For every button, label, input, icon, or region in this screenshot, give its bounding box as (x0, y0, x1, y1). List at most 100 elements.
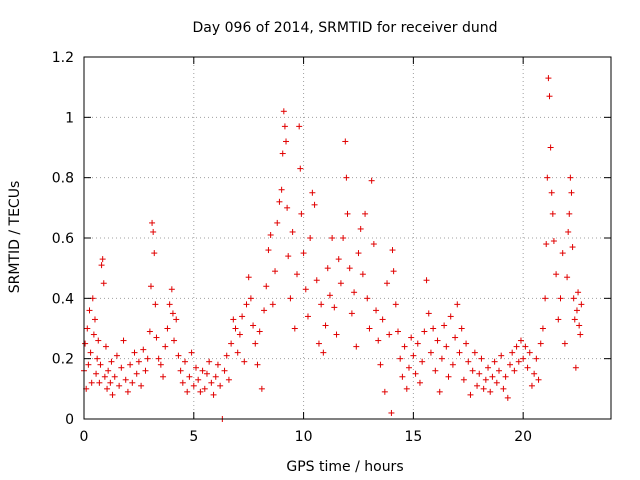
data-point (498, 352, 505, 359)
data-points (81, 75, 585, 422)
data-point (386, 331, 393, 338)
data-point (549, 210, 556, 217)
data-point (217, 382, 224, 389)
data-point (140, 346, 147, 353)
data-point (149, 219, 156, 226)
data-point (366, 325, 373, 332)
data-point (138, 382, 145, 389)
data-point (283, 138, 290, 145)
data-point (388, 409, 395, 416)
data-point (269, 301, 276, 308)
data-point (513, 343, 520, 350)
data-point (147, 283, 154, 290)
y-tick-label: 0.6 (52, 231, 74, 247)
data-point (445, 373, 452, 380)
data-point (84, 325, 91, 332)
data-point (285, 253, 292, 260)
data-point (96, 379, 103, 386)
data-point (573, 307, 580, 314)
data-point (405, 364, 412, 371)
data-point (571, 316, 578, 323)
data-point (416, 379, 423, 386)
data-point (460, 376, 467, 383)
data-point (135, 358, 142, 365)
data-point (225, 376, 232, 383)
data-point (142, 367, 149, 374)
data-point (173, 316, 180, 323)
y-tick-label: 0.4 (52, 291, 74, 307)
data-point (177, 367, 184, 374)
data-point (274, 219, 281, 226)
data-point (280, 108, 287, 115)
data-point (129, 379, 136, 386)
data-point (517, 337, 524, 344)
data-point (108, 358, 115, 365)
data-point (206, 358, 213, 365)
data-point (342, 138, 349, 145)
data-point (348, 310, 355, 317)
data-point (427, 349, 434, 356)
data-point (553, 271, 560, 278)
data-point (208, 379, 215, 386)
data-point (322, 322, 329, 329)
data-point (543, 241, 550, 248)
data-point (302, 286, 309, 293)
data-point (572, 364, 579, 371)
data-point (544, 174, 551, 181)
data-point (463, 340, 470, 347)
data-point (546, 93, 553, 100)
data-point (109, 391, 116, 398)
data-point (502, 373, 509, 380)
data-point (192, 364, 199, 371)
data-point (542, 295, 549, 302)
data-point (107, 379, 114, 386)
data-point (476, 370, 483, 377)
data-point (188, 349, 195, 356)
data-point (469, 367, 476, 374)
data-point (87, 349, 94, 356)
data-point (201, 385, 208, 392)
data-point (506, 361, 513, 368)
data-point (150, 228, 157, 235)
x-tick-label: 5 (189, 429, 198, 445)
data-point (520, 355, 527, 362)
data-point (489, 373, 496, 380)
data-point (267, 231, 274, 238)
data-point (313, 277, 320, 284)
data-point (131, 349, 138, 356)
data-point (97, 361, 104, 368)
data-point (228, 340, 235, 347)
data-point (258, 385, 265, 392)
data-point (190, 382, 197, 389)
data-point (166, 301, 173, 308)
data-point (436, 388, 443, 395)
data-point (93, 370, 100, 377)
data-point (304, 313, 311, 320)
data-point (441, 322, 448, 329)
data-point (559, 250, 566, 257)
data-point (561, 340, 568, 347)
data-point (265, 247, 272, 254)
data-point (569, 244, 576, 251)
data-point (291, 325, 298, 332)
x-tick-label: 15 (404, 429, 422, 445)
data-point (245, 274, 252, 281)
data-point (576, 322, 583, 329)
data-point (438, 355, 445, 362)
data-point (531, 370, 538, 377)
data-point (85, 361, 92, 368)
data-point (232, 325, 239, 332)
data-point (324, 265, 331, 272)
data-point (307, 235, 314, 241)
data-point (401, 343, 408, 350)
data-point (443, 343, 450, 350)
data-point (432, 367, 439, 374)
data-point (99, 256, 106, 263)
data-point (315, 340, 322, 347)
data-point (160, 373, 167, 380)
data-point (82, 340, 89, 347)
data-point (289, 228, 296, 235)
data-point (184, 388, 191, 395)
data-point (186, 373, 193, 380)
